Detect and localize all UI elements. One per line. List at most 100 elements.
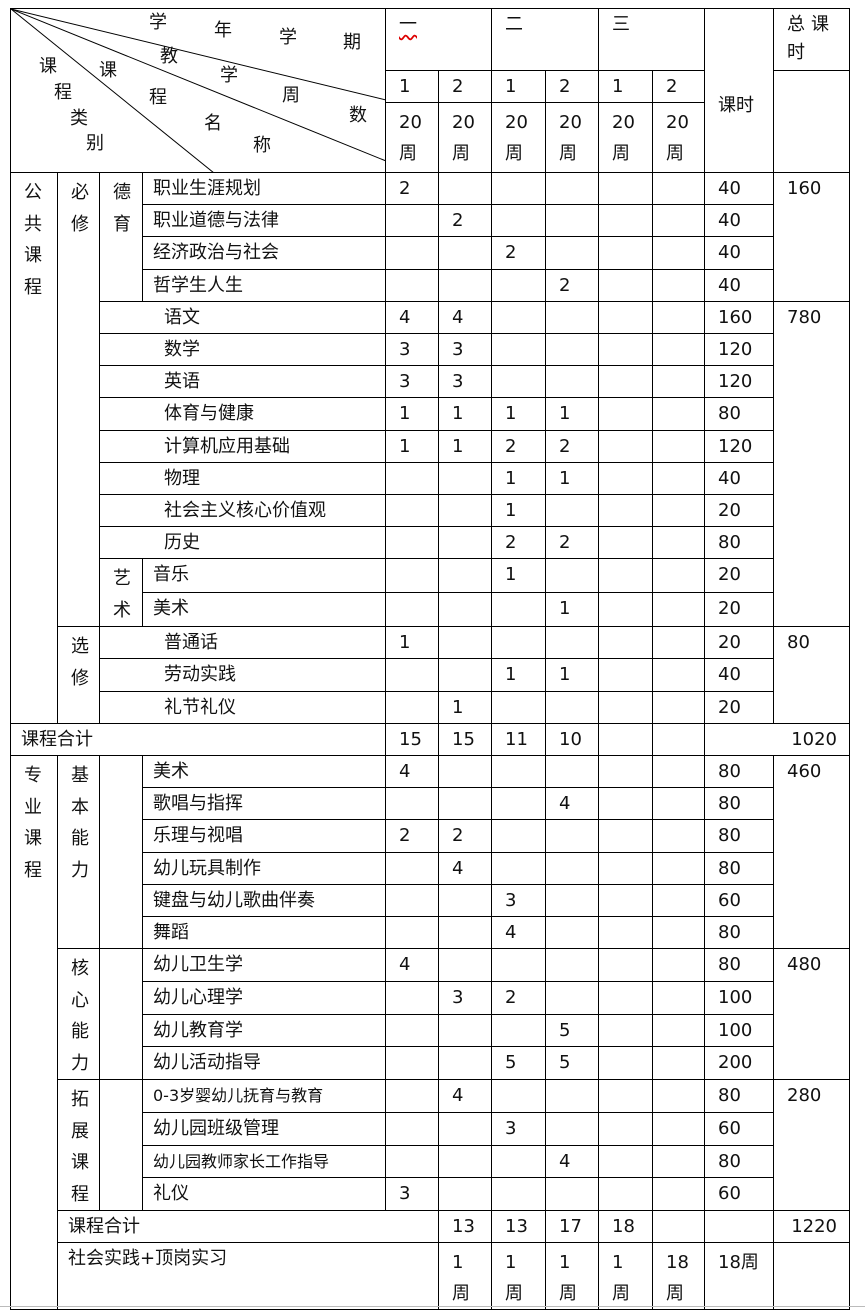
practice-weeks: 1周 bbox=[545, 1242, 599, 1311]
course-name: 幼儿园教师家长工作指导 bbox=[142, 1144, 386, 1179]
group-elective: 选修 bbox=[57, 626, 100, 724]
group-label: 拓展课程 bbox=[57, 1079, 100, 1212]
course-category-label: 课程类别 bbox=[12, 10, 385, 172]
weekly-hours-cell bbox=[652, 268, 705, 302]
group-total-hours: 160 bbox=[773, 172, 850, 302]
weeks-header: 20周 bbox=[598, 102, 653, 173]
weekly-hours-cell: 2 bbox=[385, 171, 439, 206]
weekly-hours-cell: 2 bbox=[545, 429, 599, 463]
group-blank-cell bbox=[99, 948, 143, 1081]
weekly-hours-cell bbox=[438, 171, 492, 206]
practice-weeks: 1周 bbox=[438, 1242, 492, 1311]
course-hours: 120 bbox=[704, 365, 774, 399]
weekly-hours-cell bbox=[598, 787, 653, 821]
table-row: 键盘与幼儿歌曲伴奏 3 60 bbox=[11, 883, 850, 917]
weekly-hours-cell bbox=[598, 1111, 653, 1146]
course-name: 职业道德与法律 bbox=[142, 204, 386, 238]
weekly-hours-cell: 1 bbox=[545, 397, 599, 431]
course-name: 礼仪 bbox=[142, 1177, 386, 1212]
weekly-hours-cell: 5 bbox=[491, 1046, 546, 1081]
course-name: 幼儿卫生学 bbox=[142, 948, 386, 982]
course-name: 舞蹈 bbox=[142, 915, 386, 950]
weekly-hours-cell bbox=[652, 236, 705, 270]
weekly-hours-cell bbox=[652, 1046, 705, 1081]
course-name: 哲学生人生 bbox=[142, 268, 386, 302]
course-name: 英语 bbox=[99, 365, 386, 399]
weeks-header: 20周 bbox=[438, 102, 492, 173]
course-hours: 80 bbox=[704, 819, 774, 853]
course-name: 乐理与视唱 bbox=[142, 819, 386, 853]
course-name: 美术 bbox=[142, 754, 386, 789]
table-row: 礼节礼仪 1 20 bbox=[11, 690, 850, 724]
course-hours: 120 bbox=[704, 429, 774, 463]
weekly-hours-cell bbox=[385, 658, 439, 692]
weekly-hours-cell bbox=[491, 1177, 546, 1212]
diagonal-header-cell: 学年学期 教学周数 课程名称 课程类别 bbox=[10, 8, 386, 173]
weekly-hours-cell bbox=[652, 883, 705, 917]
subtotal-weekly-hours: 13 bbox=[491, 1210, 546, 1244]
weekly-hours-cell bbox=[652, 690, 705, 724]
course-hours: 80 bbox=[704, 754, 774, 789]
weekly-hours-cell bbox=[598, 1144, 653, 1179]
course-hours: 80 bbox=[704, 1144, 774, 1179]
weekly-hours-cell: 4 bbox=[491, 915, 546, 950]
weekly-hours-cell bbox=[598, 690, 653, 724]
course-name: 劳动实践 bbox=[99, 658, 386, 692]
table-row: 幼儿玩具制作 4 80 bbox=[11, 851, 850, 885]
weekly-hours-cell bbox=[438, 948, 492, 982]
table-row: 幼儿心理学 3 2 100 bbox=[11, 980, 850, 1015]
weekly-hours-cell bbox=[385, 461, 439, 495]
weekly-hours-cell bbox=[491, 268, 546, 302]
weeks-header: 20周 bbox=[491, 102, 546, 173]
table-row: 美术 1 20 bbox=[11, 592, 850, 628]
course-hours: 20 bbox=[704, 592, 774, 628]
weekly-hours-cell bbox=[652, 204, 705, 238]
group-moral: 德育 bbox=[99, 172, 143, 302]
subtotal-weekly-hours: 17 bbox=[545, 1210, 599, 1244]
weekly-hours-cell: 4 bbox=[545, 787, 599, 821]
table-row: 公共课程 必修 德育 职业生涯规划 2 40 160 bbox=[10, 171, 850, 724]
weekly-hours-cell bbox=[598, 268, 653, 302]
course-hours: 80 bbox=[704, 397, 774, 431]
weekly-hours-cell: 1 bbox=[385, 397, 439, 431]
weekly-hours-cell bbox=[438, 558, 492, 594]
weekly-hours-cell bbox=[385, 493, 439, 528]
weekly-hours-cell bbox=[545, 980, 599, 1015]
weekly-hours-cell bbox=[652, 980, 705, 1015]
weekly-hours-cell bbox=[598, 493, 653, 528]
weekly-hours-cell bbox=[598, 397, 653, 431]
group-required: 必修 bbox=[57, 171, 100, 628]
weekly-hours-cell: 1 bbox=[385, 626, 439, 660]
practice-hours bbox=[773, 1242, 850, 1311]
subtotal-row: 课程合计 15 15 11 10 1020 bbox=[10, 722, 850, 757]
table-row: 核心能力 幼儿卫生学 4 80 480 bbox=[11, 948, 850, 1081]
weekly-hours-cell: 3 bbox=[491, 883, 546, 917]
teaching-weeks-label-char: 周 bbox=[282, 85, 300, 106]
year-1-label: 一 bbox=[399, 14, 417, 35]
course-category-label-char: 程 bbox=[54, 82, 72, 103]
weekly-hours-cell bbox=[385, 1013, 439, 1048]
weekly-hours-cell: 3 bbox=[491, 1111, 546, 1146]
weekly-hours-cell bbox=[491, 754, 546, 789]
subtotal-weekly-hours bbox=[652, 1210, 705, 1244]
weekly-hours-cell bbox=[598, 754, 653, 789]
table-row: 拓展课程 0-3岁婴幼儿抚育与教育 4 80 280 bbox=[11, 1079, 850, 1212]
course-name: 数学 bbox=[99, 332, 386, 367]
course-name: 职业生涯规划 bbox=[142, 171, 386, 206]
weekly-hours-cell: 1 bbox=[491, 493, 546, 528]
practice-label: 社会实践+顶岗实习 bbox=[57, 1242, 439, 1311]
weekly-hours-cell bbox=[438, 787, 492, 821]
subtotal-total-hours: 1220 bbox=[773, 1210, 850, 1244]
subtotal-total-hours: 1020 bbox=[704, 722, 850, 757]
weekly-hours-cell bbox=[598, 300, 653, 334]
weekly-hours-cell bbox=[491, 204, 546, 238]
weekly-hours-cell: 1 bbox=[545, 592, 599, 628]
weekly-hours-cell bbox=[545, 948, 599, 982]
table-row: 专业课程 基本能力 美术 4 80 460 bbox=[10, 754, 850, 1311]
weekly-hours-cell bbox=[598, 236, 653, 270]
weekly-hours-cell bbox=[652, 493, 705, 528]
weekly-hours-cell bbox=[652, 915, 705, 950]
weekly-hours-cell bbox=[385, 1046, 439, 1081]
course-hours: 40 bbox=[704, 204, 774, 238]
course-name: 体育与健康 bbox=[99, 397, 386, 431]
